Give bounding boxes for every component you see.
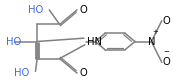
Text: HN: HN [86, 37, 102, 46]
Text: O: O [80, 5, 87, 15]
Text: +: + [152, 29, 158, 35]
Text: O: O [163, 16, 170, 26]
Text: HO: HO [6, 37, 21, 46]
Text: HO: HO [14, 68, 29, 78]
Text: O: O [80, 68, 87, 78]
Text: −: − [164, 49, 170, 55]
Text: O: O [163, 57, 170, 67]
Text: HO: HO [28, 5, 43, 15]
Text: N: N [148, 37, 155, 46]
